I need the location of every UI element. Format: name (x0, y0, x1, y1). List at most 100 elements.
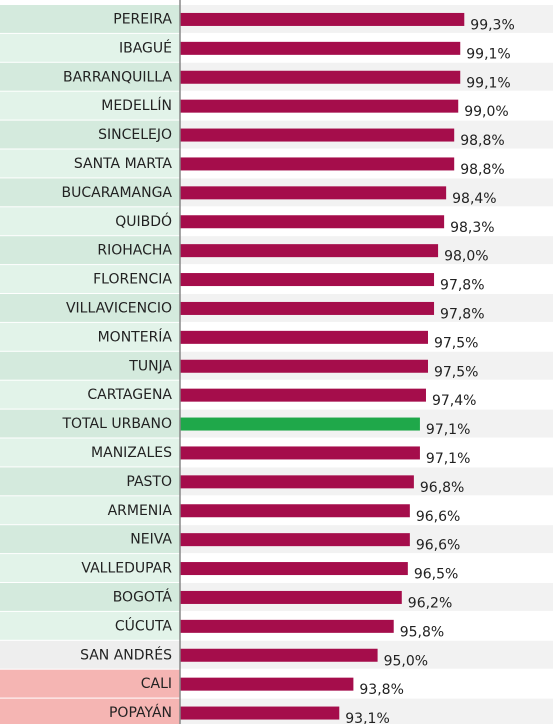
value-label: 98,8% (460, 133, 504, 149)
category-label: NEIVA (130, 532, 172, 548)
category-label: QUIBDÓ (115, 212, 172, 230)
bar (180, 619, 394, 633)
category-label: FLORENCIA (93, 272, 172, 288)
bar (180, 446, 420, 460)
label-cell (0, 265, 180, 293)
bar (180, 128, 455, 142)
bar (180, 706, 340, 720)
bar (180, 648, 378, 662)
value-label: 97,8% (440, 306, 484, 322)
bar (180, 157, 455, 171)
label-cell (0, 554, 180, 582)
category-label: MEDELLÍN (101, 97, 172, 114)
label-cell (0, 91, 180, 120)
bar (180, 677, 354, 691)
value-label: 98,3% (450, 220, 494, 236)
label-cell (0, 438, 180, 467)
label-cell (0, 496, 180, 525)
value-label: 95,0% (384, 653, 428, 669)
value-label: 97,5% (434, 335, 478, 351)
category-label: BUCARAMANGA (62, 185, 173, 201)
label-cell (0, 669, 180, 698)
bar (180, 504, 410, 518)
label-cell (0, 640, 180, 669)
value-label: 96,2% (408, 595, 452, 611)
value-label: 99,3% (470, 17, 514, 33)
label-cell (0, 380, 180, 409)
category-label: POPAYÁN (109, 704, 172, 721)
bar (180, 41, 461, 55)
bar (180, 273, 435, 287)
value-label: 98,8% (460, 162, 504, 178)
category-label: MANIZALES (91, 445, 172, 461)
bar (180, 244, 439, 258)
category-label: PASTO (126, 474, 172, 490)
bar (180, 475, 414, 489)
value-label: 97,5% (434, 364, 478, 380)
label-cell (0, 525, 180, 554)
bar (180, 12, 465, 26)
label-cell (0, 5, 180, 33)
category-label: TOTAL URBANO (61, 416, 172, 432)
value-label: 97,8% (440, 278, 484, 294)
label-cell (0, 207, 180, 236)
label-cell (0, 611, 180, 640)
value-label: 96,6% (416, 509, 460, 525)
value-label: 93,1% (345, 711, 389, 724)
value-label: 97,1% (426, 451, 470, 467)
label-cell (0, 120, 180, 149)
category-label: VALLEDUPAR (81, 561, 172, 577)
bar (180, 215, 445, 229)
bar (180, 417, 420, 431)
bar (180, 590, 402, 604)
value-label: 95,8% (400, 624, 444, 640)
category-label: CALI (141, 676, 172, 692)
bar (180, 562, 408, 576)
bar (180, 99, 459, 113)
category-label: ARMENIA (108, 503, 173, 519)
category-label: CARTAGENA (87, 387, 172, 403)
label-cell (0, 698, 180, 724)
category-label: CÚCUTA (115, 616, 173, 634)
value-label: 99,1% (466, 46, 510, 62)
value-label: 96,8% (420, 480, 464, 496)
bar (180, 533, 410, 547)
label-cell (0, 467, 180, 496)
bar (180, 359, 428, 373)
value-label: 97,1% (426, 422, 470, 438)
category-label: MONTERÍA (98, 328, 173, 345)
category-label: BARRANQUILLA (63, 69, 172, 85)
label-cell (0, 351, 180, 380)
category-label: SANTA MARTA (74, 156, 173, 172)
value-label: 96,5% (414, 567, 458, 583)
label-cell (0, 33, 180, 62)
bar (180, 70, 461, 84)
label-cell (0, 322, 180, 351)
label-cell (0, 294, 180, 322)
bar (180, 330, 428, 344)
value-label: 96,6% (416, 538, 460, 554)
value-label: 97,4% (432, 393, 476, 409)
category-label: PEREIRA (113, 11, 172, 27)
category-label: VILLAVICENCIO (66, 300, 172, 316)
label-cell (0, 583, 180, 611)
category-label: BOGOTÁ (113, 588, 173, 605)
label-cell (0, 236, 180, 265)
bar (180, 301, 435, 315)
value-label: 98,0% (444, 249, 488, 265)
category-label: IBAGUÉ (119, 39, 172, 56)
category-label: SINCELEJO (98, 127, 172, 143)
value-label: 99,0% (464, 104, 508, 120)
label-cell (0, 149, 180, 178)
label-cell (0, 409, 180, 438)
value-label: 93,8% (359, 682, 403, 698)
category-label: RIOHACHA (97, 243, 172, 259)
bar (180, 388, 426, 402)
value-label: 99,1% (466, 75, 510, 91)
value-label: 98,4% (452, 191, 496, 207)
label-cell (0, 62, 180, 91)
bar (180, 186, 447, 200)
label-cell (0, 178, 180, 207)
category-label: TUNJA (128, 358, 172, 374)
